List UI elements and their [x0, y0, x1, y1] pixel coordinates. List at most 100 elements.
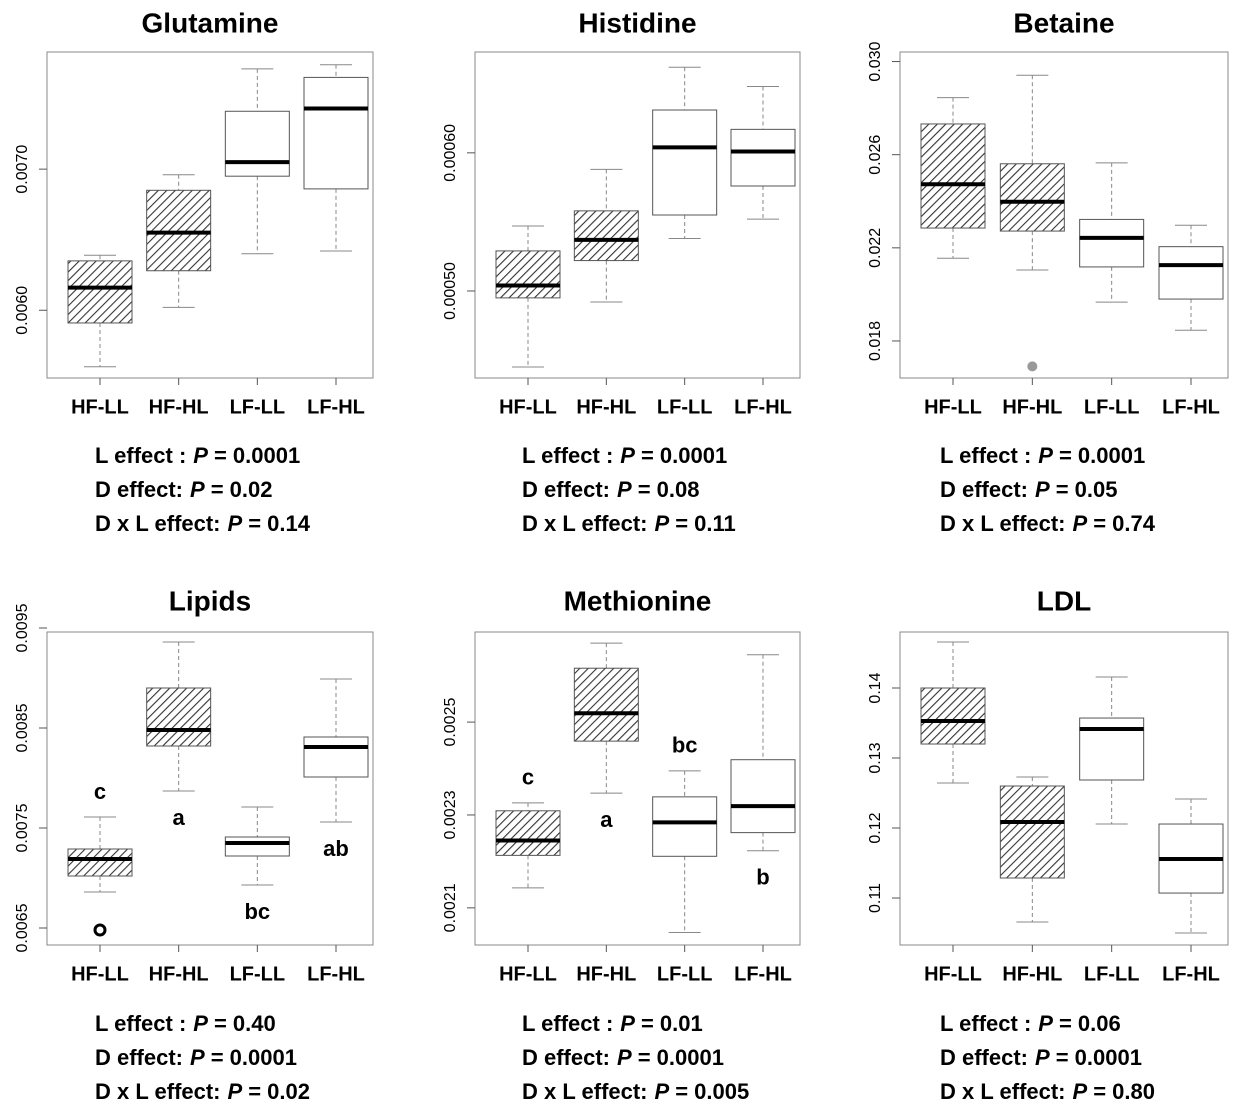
stat-effect: D x L effect: [522, 511, 648, 536]
plot-frame [899, 631, 1229, 946]
chart-title: Betaine [1013, 7, 1114, 38]
y-tick-label: 0.030 [867, 41, 884, 81]
plot-frame [474, 51, 801, 379]
stat-symbol: P [620, 443, 635, 468]
panel: Histidine 0.00050 0.00060 HF-LL HF-HL LF-LL LF… [442, 7, 801, 536]
stat-symbol: P [190, 477, 205, 502]
box [1079, 218, 1145, 268]
stat-symbol: P [190, 1045, 205, 1070]
box [920, 687, 986, 745]
stat-value: = 0.0001 [214, 443, 300, 468]
panel: Lipids 0.0065 0.0075 0.0085 0.0095 HF-LL c HF-H… [14, 585, 374, 1104]
stat-line: D effect: P = 0.0001 [940, 1045, 1142, 1070]
x-tick-label: LF-HL [307, 963, 365, 985]
x-tick-label: HF-HL [576, 963, 636, 985]
box [573, 667, 639, 742]
y-tick-label: 0.0065 [14, 903, 31, 952]
stat-line: D x L effect: P = 0.74 [940, 511, 1156, 536]
y-tick-label: 0.12 [867, 812, 884, 843]
stat-line: L effect : P = 0.06 [940, 1011, 1121, 1036]
stat-effect: L effect : [95, 443, 186, 468]
box [730, 128, 796, 187]
x-tick-label: HF-HL [1002, 396, 1062, 418]
stat-effect: D effect: [940, 1045, 1028, 1070]
y-tick-label: 0.0021 [442, 883, 459, 932]
x-tick-label: HF-HL [1002, 963, 1062, 985]
x-tick-label: LF-LL [657, 396, 713, 418]
stat-line: L effect : P = 0.0001 [522, 443, 727, 468]
stat-symbol: P [617, 477, 632, 502]
stat-symbol: P [655, 1079, 670, 1104]
stat-line: D x L effect: P = 0.80 [940, 1079, 1155, 1104]
stat-value: = 0.08 [638, 477, 700, 502]
stat-effect: L effect : [95, 1011, 186, 1036]
outlier [93, 923, 107, 937]
chart-title: Lipids [169, 585, 251, 616]
stat-symbol: P [655, 511, 670, 536]
y-tick-label: 0.14 [867, 672, 884, 703]
stat-value: = 0.02 [211, 477, 273, 502]
stat-value: = 0.11 [675, 511, 736, 536]
panel: Methionine 0.0021 0.0023 0.0025 HF-LL c HF-HL a… [442, 585, 801, 1104]
stat-line: D x L effect: P = 0.11 [522, 511, 736, 536]
box [495, 250, 561, 299]
stat-effect: D x L effect: [940, 1079, 1066, 1104]
box [303, 76, 369, 190]
chart-title: Glutamine [142, 7, 279, 38]
stat-value: = 0.0001 [638, 1045, 724, 1070]
group-letter: c [522, 765, 534, 790]
y-tick-label: 0.0095 [14, 603, 31, 652]
y-tick-label: 0.11 [867, 883, 884, 913]
x-tick-label: HF-LL [499, 396, 557, 418]
stat-symbol: P [617, 1045, 632, 1070]
panel: LDL 0.11 0.12 0.13 0.14 HF-LL HF-HL LF-LL LF-HL L… [867, 585, 1229, 1104]
x-tick-label: LF-LL [1084, 396, 1140, 418]
stat-value: = 0.0001 [211, 1045, 297, 1070]
chart-title: Histidine [578, 7, 696, 38]
group-letter: c [94, 779, 106, 804]
x-tick-label: LF-LL [230, 396, 286, 418]
x-tick-label: HF-LL [71, 396, 129, 418]
stat-symbol: P [1038, 1011, 1053, 1036]
chart-title: LDL [1037, 585, 1091, 616]
stat-value: = 0.0001 [641, 443, 727, 468]
x-tick-label: LF-HL [307, 396, 365, 418]
stat-value: = 0.0001 [1056, 1045, 1142, 1070]
stat-symbol: P [1035, 477, 1050, 502]
box [224, 110, 290, 177]
x-tick-label: LF-HL [1162, 396, 1220, 418]
x-tick-label: LF-LL [657, 963, 713, 985]
y-tick-label: 0.00060 [442, 124, 459, 182]
x-tick-label: LF-HL [1162, 963, 1220, 985]
box [146, 687, 212, 747]
x-tick-label: HF-HL [576, 396, 636, 418]
group-letter: b [756, 865, 769, 890]
y-tick-label: 0.0025 [442, 698, 459, 747]
box [495, 810, 561, 856]
box [652, 796, 718, 857]
box [224, 836, 290, 857]
y-tick-label: 0.13 [867, 742, 884, 773]
stat-value: = 0.14 [248, 511, 311, 536]
stat-line: L effect : P = 0.40 [95, 1011, 276, 1036]
stat-value: = 0.80 [1093, 1079, 1155, 1104]
stat-line: D x L effect: P = 0.02 [95, 1079, 310, 1104]
stat-value: = 0.02 [248, 1079, 310, 1104]
stat-effect: L effect : [522, 1011, 613, 1036]
stat-effect: D x L effect: [95, 511, 221, 536]
x-tick-label: HF-LL [924, 396, 982, 418]
box [730, 759, 796, 834]
stat-symbol: P [1035, 1045, 1050, 1070]
plot-frame [46, 51, 374, 379]
stat-line: L effect : P = 0.0001 [95, 443, 300, 468]
group-letter: a [173, 805, 186, 830]
stat-effect: D effect: [940, 477, 1028, 502]
x-tick-label: HF-HL [149, 963, 209, 985]
stat-value: = 0.05 [1056, 477, 1118, 502]
plot-frame [899, 51, 1229, 379]
stat-effect: D effect: [95, 477, 183, 502]
group-letter: ab [323, 836, 349, 861]
stat-symbol: P [193, 443, 208, 468]
box [67, 848, 133, 877]
stat-symbol: P [1073, 1079, 1088, 1104]
